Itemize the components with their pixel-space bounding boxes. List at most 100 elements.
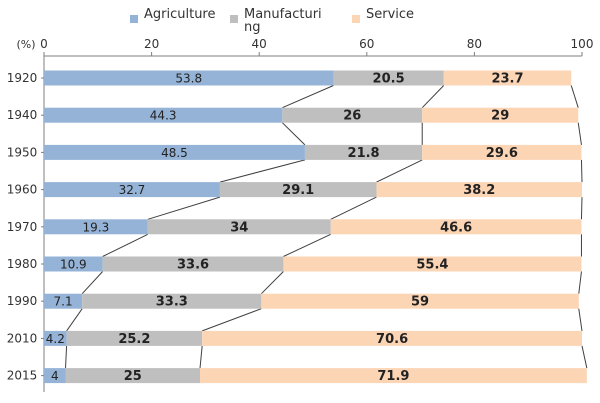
bar-segment-agriculture (44, 107, 283, 123)
data-label-agriculture: 44.3 (150, 109, 177, 123)
data-label-service: 59 (411, 295, 429, 310)
connector-line (421, 85, 445, 109)
bar-segment-manufacturing (147, 219, 331, 235)
connector-line (282, 85, 334, 109)
connector-line (260, 271, 284, 295)
data-label-manufacturing: 33.3 (156, 295, 188, 310)
bar-segment-manufacturing (82, 293, 262, 309)
connector-line (376, 159, 423, 183)
bar-segment-agriculture (44, 219, 148, 235)
bar-segment-agriculture (44, 256, 103, 272)
data-label-manufacturing: 21.8 (348, 146, 380, 161)
x-tick-label: 60 (359, 37, 374, 51)
data-label-agriculture: 4 (51, 369, 59, 383)
bar-segment-agriculture (44, 330, 67, 346)
legend-label-manufacturing: Manufacturi ng (244, 8, 322, 34)
bar-segment-manufacturing (102, 256, 284, 272)
data-label-service: 55.4 (416, 258, 448, 273)
data-label-agriculture: 10.9 (60, 258, 87, 272)
connector-line (65, 345, 68, 369)
y-category-label: 1960 (7, 183, 38, 197)
data-label-manufacturing: 29.1 (282, 183, 314, 198)
connector-line (580, 197, 583, 220)
bar-segment-service (330, 219, 582, 235)
data-label-agriculture: 4.2 (46, 332, 65, 346)
connector-line (578, 271, 582, 294)
legend-item-manufacturing: Manufacturi ng (230, 8, 322, 34)
bar-segment-service (200, 368, 587, 384)
connector-line (219, 159, 306, 183)
connector-line (283, 233, 331, 257)
bar-segment-service (202, 330, 582, 346)
data-label-service: 70.6 (376, 332, 408, 347)
bar-segment-agriculture (44, 368, 66, 384)
data-label-agriculture: 19.3 (83, 220, 110, 234)
data-label-manufacturing: 34 (230, 220, 248, 235)
bar-segment-service (283, 256, 582, 272)
data-label-service: 23.7 (491, 72, 523, 87)
data-label-service: 29.6 (486, 146, 518, 161)
bar-segment-agriculture (44, 70, 334, 86)
bar-segment-manufacturing (304, 144, 423, 160)
connector-line (580, 159, 583, 183)
y-category-label: 1980 (7, 257, 38, 271)
connector-line (147, 196, 221, 220)
bar-segment-manufacturing (282, 107, 423, 123)
bar-segment-service (376, 182, 582, 198)
bar-segment-service (443, 70, 572, 86)
axis-unit-label: (%) (16, 38, 35, 51)
legend-label-agriculture: Agriculture (144, 7, 216, 22)
connector-line (66, 308, 83, 332)
bar-segment-agriculture (44, 182, 220, 198)
x-tick-label: 40 (252, 37, 267, 51)
bar-segment-service (422, 107, 579, 123)
data-label-manufacturing: 20.5 (373, 72, 405, 87)
legend-swatch-manufacturing (230, 15, 238, 23)
data-label-manufacturing: 26 (343, 109, 361, 124)
x-tick-label: 20 (144, 37, 159, 51)
legend-item-service: Service (352, 8, 414, 23)
data-label-agriculture: 32.7 (119, 183, 146, 197)
legend-label-service: Service (366, 7, 415, 22)
legend-label-manufacturing-line1: Manufacturi (244, 7, 322, 22)
connector-line (581, 345, 588, 369)
connector-line (577, 122, 582, 145)
data-label-service: 71.9 (377, 369, 409, 384)
x-tick-label: 100 (571, 37, 594, 51)
bar-segment-service (422, 144, 582, 160)
data-label-manufacturing: 25.2 (118, 332, 150, 347)
y-category-label: 1920 (7, 71, 38, 85)
x-tick-label: 80 (467, 37, 482, 51)
y-category-label: 2010 (7, 331, 38, 345)
data-label-service: 38.2 (463, 183, 495, 198)
legend-swatch-service (352, 15, 360, 23)
data-label-service: 46.6 (440, 220, 472, 235)
data-label-service: 29 (491, 109, 509, 124)
legend-swatch-agriculture (130, 15, 138, 23)
bar-segment-manufacturing (333, 70, 444, 86)
legend-label-manufacturing-line2: ng (244, 20, 261, 35)
y-category-label: 1950 (7, 145, 38, 159)
bar-segment-manufacturing (66, 330, 203, 346)
bar-segment-agriculture (44, 144, 305, 160)
legend-item-agriculture: Agriculture (130, 8, 216, 23)
bar-segment-manufacturing (219, 182, 377, 198)
chart-legend: Agriculture Manufacturi ng Service (0, 8, 600, 38)
connector-line (570, 85, 579, 108)
data-label-manufacturing: 25 (124, 369, 142, 384)
y-category-label: 2015 (7, 369, 38, 383)
connector-line (102, 233, 149, 257)
data-label-agriculture: 7.1 (54, 295, 73, 309)
connector-line (81, 271, 104, 295)
bar-segment-agriculture (44, 293, 83, 309)
y-category-label: 1990 (7, 294, 38, 308)
connector-line (199, 345, 203, 369)
data-label-manufacturing: 33.6 (177, 258, 209, 273)
connector-line (201, 308, 262, 332)
data-label-agriculture: 48.5 (161, 146, 188, 160)
connector-line (330, 196, 377, 220)
data-label-agriculture: 53.8 (175, 72, 202, 86)
bar-segment-service (261, 293, 579, 309)
x-tick-label: 0 (40, 37, 48, 51)
